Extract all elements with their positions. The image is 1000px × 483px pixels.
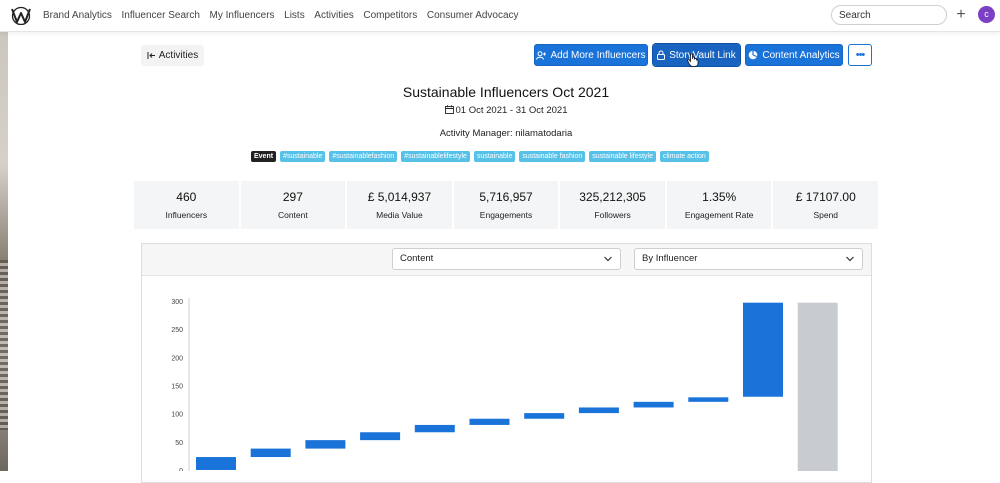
add-more-influencers-button[interactable]: Add More Influencers	[534, 44, 648, 66]
stat-label: Influencers	[165, 210, 208, 220]
stat-value: £ 5,014,937	[367, 190, 432, 204]
activity-manager-name: nilamatodaria	[515, 128, 573, 139]
back-arrow-icon	[147, 52, 155, 59]
nav-item-activities[interactable]: Activities	[314, 10, 354, 21]
y-tick-label: 150	[171, 384, 183, 391]
back-to-activities-button[interactable]: Activities	[141, 45, 204, 66]
avatar[interactable]: c	[978, 6, 995, 23]
waterfall-bar	[250, 448, 291, 458]
nav-item-influencer-search[interactable]: Influencer Search	[121, 10, 200, 21]
total-bar	[797, 302, 838, 471]
y-tick-label: 200	[171, 355, 183, 362]
tag[interactable]: sustainable	[473, 151, 516, 162]
stats-bar: 460 Influencers 297 Content £ 5,014,937 …	[134, 181, 879, 229]
plus-icon[interactable]: +	[956, 6, 966, 23]
top-navigation: Brand Analytics Influencer Search My Inf…	[0, 0, 1000, 32]
waterfall-bar	[688, 397, 729, 402]
add-more-influencers-label: Add More Influencers	[550, 49, 646, 61]
content-analytics-label: Content Analytics	[762, 49, 840, 61]
metric-select[interactable]: Content	[392, 248, 621, 270]
y-tick-label: 300	[171, 299, 183, 306]
tag[interactable]: #sustainablefashion	[329, 151, 398, 162]
group-by-select[interactable]: By Influencer	[634, 248, 863, 270]
waterfall-bar	[196, 457, 236, 470]
waterfall-bar	[360, 432, 401, 441]
chevron-down-icon	[846, 256, 854, 262]
group-by-select-value: By Influencer	[642, 253, 698, 264]
metric-select-value: Content	[400, 253, 434, 264]
stat-label: Engagements	[479, 210, 533, 220]
stat-label: Media Value	[376, 210, 423, 220]
y-tick-label: 250	[171, 327, 183, 334]
tag[interactable]: climate action	[659, 151, 709, 162]
waterfall-chart: 0 50 100 150 200 250 300	[171, 298, 838, 471]
waterfall-bar	[414, 424, 455, 433]
stat-value: 460	[176, 190, 197, 204]
waterfall-bar	[305, 440, 346, 449]
chart-panel-header: Content By Influencer	[142, 244, 871, 276]
stat-label: Engagement Rate	[684, 210, 754, 220]
activity-dates: 01 Oct 2021 - 31 Oct 2021	[0, 105, 1000, 116]
waterfall-bar	[578, 407, 619, 414]
stat-engagements: 5,716,957 Engagements	[453, 181, 559, 229]
stat-value: 1.35%	[702, 190, 737, 204]
stat-media-value: £ 5,014,937 Media Value	[347, 181, 452, 229]
y-tick-label: 50	[175, 440, 183, 447]
stat-value: 5,716,957	[479, 190, 533, 204]
stat-label: Content	[277, 210, 308, 220]
y-tick-label: 0	[179, 468, 183, 471]
nav-item-consumer-advocacy[interactable]: Consumer Advocacy	[426, 10, 519, 21]
nav-item-brand-analytics[interactable]: Brand Analytics	[43, 10, 112, 21]
waterfall-bar	[743, 302, 783, 397]
calendar-icon	[444, 105, 454, 114]
back-button-label: Activities	[158, 50, 199, 61]
nav-item-my-influencers[interactable]: My Influencers	[209, 10, 275, 21]
stat-followers: 325,212,305 Followers	[560, 181, 665, 229]
tag-event: Event	[251, 151, 277, 162]
stat-label: Followers	[594, 210, 631, 220]
stat-label: Spend	[813, 210, 839, 220]
content-analytics-button[interactable]: Content Analytics	[745, 44, 843, 66]
tag-list: Event #sustainable #sustainablefashion #…	[251, 151, 709, 162]
hand-cursor-icon	[687, 53, 699, 67]
tag[interactable]: sustainable lifestyle	[589, 151, 656, 162]
y-tick-label: 100	[171, 412, 183, 419]
activity-title: Sustainable Influencers Oct 2021	[402, 84, 610, 100]
waterfall-bar	[469, 418, 510, 425]
stat-engagement-rate: 1.35% Engagement Rate	[666, 181, 772, 229]
search-input[interactable]	[831, 5, 947, 25]
tag[interactable]: #sustainable	[280, 151, 326, 162]
nav-item-lists[interactable]: Lists	[284, 10, 305, 21]
stat-value: 325,212,305	[579, 190, 646, 204]
more-options-button[interactable]: •••	[848, 44, 872, 66]
stat-value: £ 17107.00	[795, 190, 856, 204]
tag[interactable]: sustainable fashion	[519, 151, 586, 162]
background-window-edge	[0, 0, 8, 471]
add-user-icon	[536, 50, 547, 60]
waterfall-bar	[524, 413, 565, 419]
activity-manager: Activity Manager: nilamatodaria	[0, 128, 1000, 139]
date-range: 01 Oct 2021 - 31 Oct 2021	[455, 105, 568, 116]
chevron-down-icon	[604, 256, 612, 262]
lock-icon	[657, 50, 666, 60]
stat-content: 297 Content	[240, 181, 346, 229]
waterfall-bar	[633, 401, 674, 408]
stat-influencers: 460 Influencers	[134, 181, 239, 229]
nav-item-competitors[interactable]: Competitors	[363, 10, 418, 21]
chart-pie-icon	[749, 50, 758, 60]
nav-menu: Brand Analytics Influencer Search My Inf…	[43, 0, 528, 31]
brand-logo-icon[interactable]	[10, 6, 32, 25]
tag[interactable]: #sustainablelifestyle	[401, 151, 470, 162]
stat-spend: £ 17107.00 Spend	[773, 181, 879, 229]
storyvault-link-label: StoryVault Link	[669, 49, 736, 61]
activity-manager-label: Activity Manager:	[439, 128, 513, 139]
stat-value: 297	[282, 190, 303, 204]
